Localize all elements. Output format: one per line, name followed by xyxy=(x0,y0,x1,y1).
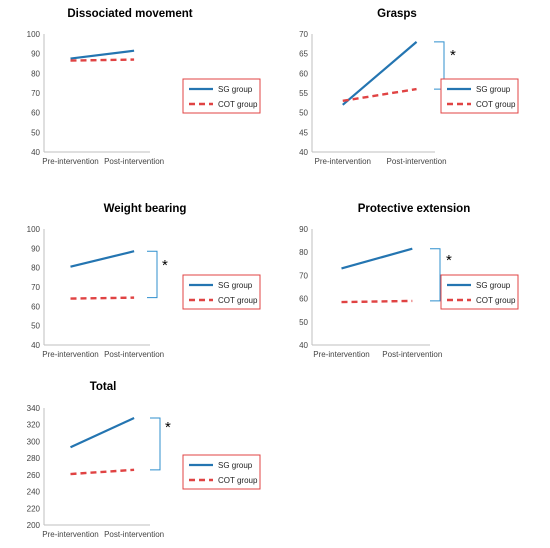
y-tick-label: 240 xyxy=(27,488,41,497)
x-tick-label: Pre-intervention xyxy=(42,350,98,359)
chart-panel: Total 200 220 240 260 280 300 320 340 Pre-interve… xyxy=(27,381,261,539)
chart-title: Grasps xyxy=(377,8,417,20)
y-tick-label: 70 xyxy=(31,283,40,292)
y-tick-label: 90 xyxy=(31,244,40,253)
significance-marker: * xyxy=(165,419,171,436)
y-tick-label: 60 xyxy=(31,302,40,311)
legend-label: SG group xyxy=(476,85,511,94)
y-tick-label: 80 xyxy=(31,69,40,78)
series-line-sg xyxy=(342,41,418,106)
x-tick-label: Post-intervention xyxy=(382,350,442,359)
y-tick-label: 300 xyxy=(27,437,41,446)
chart-title: Total xyxy=(90,381,117,393)
y-tick-label: 50 xyxy=(31,322,40,331)
chart-panel: Protective extension 40 50 60 70 80 90 Pre-inte… xyxy=(299,203,519,359)
y-tick-label: 90 xyxy=(31,50,40,59)
legend-box xyxy=(182,274,261,310)
y-tick-label: 60 xyxy=(299,69,308,78)
chart-panel: Weight bearing 40 50 60 70 80 90 100 Pre-interve… xyxy=(27,203,261,359)
y-tick-label: 40 xyxy=(299,341,308,350)
x-tick-label: Pre-intervention xyxy=(315,157,371,166)
series-line-cot xyxy=(70,58,135,62)
x-tick-label: Post-intervention xyxy=(387,157,447,166)
series-line-sg xyxy=(70,417,135,449)
significance-bracket xyxy=(147,250,158,299)
legend-label: COT group xyxy=(218,296,258,305)
y-tick-label: 40 xyxy=(299,148,308,157)
y-tick-label: 260 xyxy=(27,471,41,480)
y-tick-label: 100 xyxy=(27,30,41,39)
x-tick-label: Post-intervention xyxy=(104,350,164,359)
legend-box xyxy=(182,78,261,114)
y-tick-label: 50 xyxy=(299,318,308,327)
chart-title: Dissociated movement xyxy=(67,8,192,20)
y-tick-label: 90 xyxy=(299,225,308,234)
significance-marker: * xyxy=(162,257,168,274)
series-line-cot xyxy=(342,87,417,103)
y-tick-label: 70 xyxy=(299,271,308,280)
y-tick-label: 50 xyxy=(299,109,308,118)
y-tick-label: 55 xyxy=(299,89,308,98)
chart-panel: Dissociated movement 40 50 60 70 80 90 100 Pre-i… xyxy=(27,8,261,166)
chart-panel: Grasps 40 45 50 55 60 65 70 Pre-intervention Post… xyxy=(299,8,519,166)
y-tick-label: 340 xyxy=(27,404,41,413)
legend-box xyxy=(440,274,519,310)
significance-bracket xyxy=(430,248,441,302)
y-tick-label: 100 xyxy=(27,225,41,234)
y-tick-label: 70 xyxy=(299,30,308,39)
legend-label: SG group xyxy=(476,281,511,290)
y-tick-label: 65 xyxy=(299,50,308,59)
significance-bracket xyxy=(150,417,161,471)
legend-label: COT group xyxy=(476,296,516,305)
y-tick-label: 60 xyxy=(31,109,40,118)
legend-label: SG group xyxy=(218,85,253,94)
series-line-sg xyxy=(70,49,135,60)
legend-label: COT group xyxy=(218,476,258,485)
y-tick-label: 50 xyxy=(31,128,40,137)
y-tick-label: 60 xyxy=(299,295,308,304)
x-tick-label: Pre-intervention xyxy=(42,530,98,539)
legend-label: COT group xyxy=(476,100,516,109)
y-tick-label: 40 xyxy=(31,341,40,350)
y-tick-label: 80 xyxy=(31,264,40,273)
y-tick-label: 40 xyxy=(31,148,40,157)
legend-label: COT group xyxy=(218,100,258,109)
series-line-sg xyxy=(70,250,135,268)
y-tick-label: 80 xyxy=(299,248,308,257)
chart-title: Protective extension xyxy=(358,203,470,215)
y-tick-label: 70 xyxy=(31,89,40,98)
legend-label: SG group xyxy=(218,461,253,470)
x-tick-label: Pre-intervention xyxy=(313,350,369,359)
series-line-cot xyxy=(341,299,413,304)
x-tick-label: Post-intervention xyxy=(104,530,164,539)
legend-label: SG group xyxy=(218,281,253,290)
legend-box xyxy=(440,78,519,114)
y-tick-label: 220 xyxy=(27,504,41,513)
significance-bracket xyxy=(434,41,445,90)
chart-title: Weight bearing xyxy=(104,203,187,215)
y-tick-label: 280 xyxy=(27,454,41,463)
legend-box xyxy=(182,454,261,490)
series-line-sg xyxy=(341,247,413,270)
y-tick-label: 45 xyxy=(299,128,308,137)
y-tick-label: 200 xyxy=(27,521,41,530)
significance-marker: * xyxy=(450,47,456,64)
series-line-cot xyxy=(70,296,135,300)
y-tick-label: 320 xyxy=(27,421,41,430)
x-tick-label: Pre-intervention xyxy=(42,157,98,166)
series-line-cot xyxy=(70,468,135,476)
significance-marker: * xyxy=(446,252,452,269)
x-tick-label: Post-intervention xyxy=(104,157,164,166)
